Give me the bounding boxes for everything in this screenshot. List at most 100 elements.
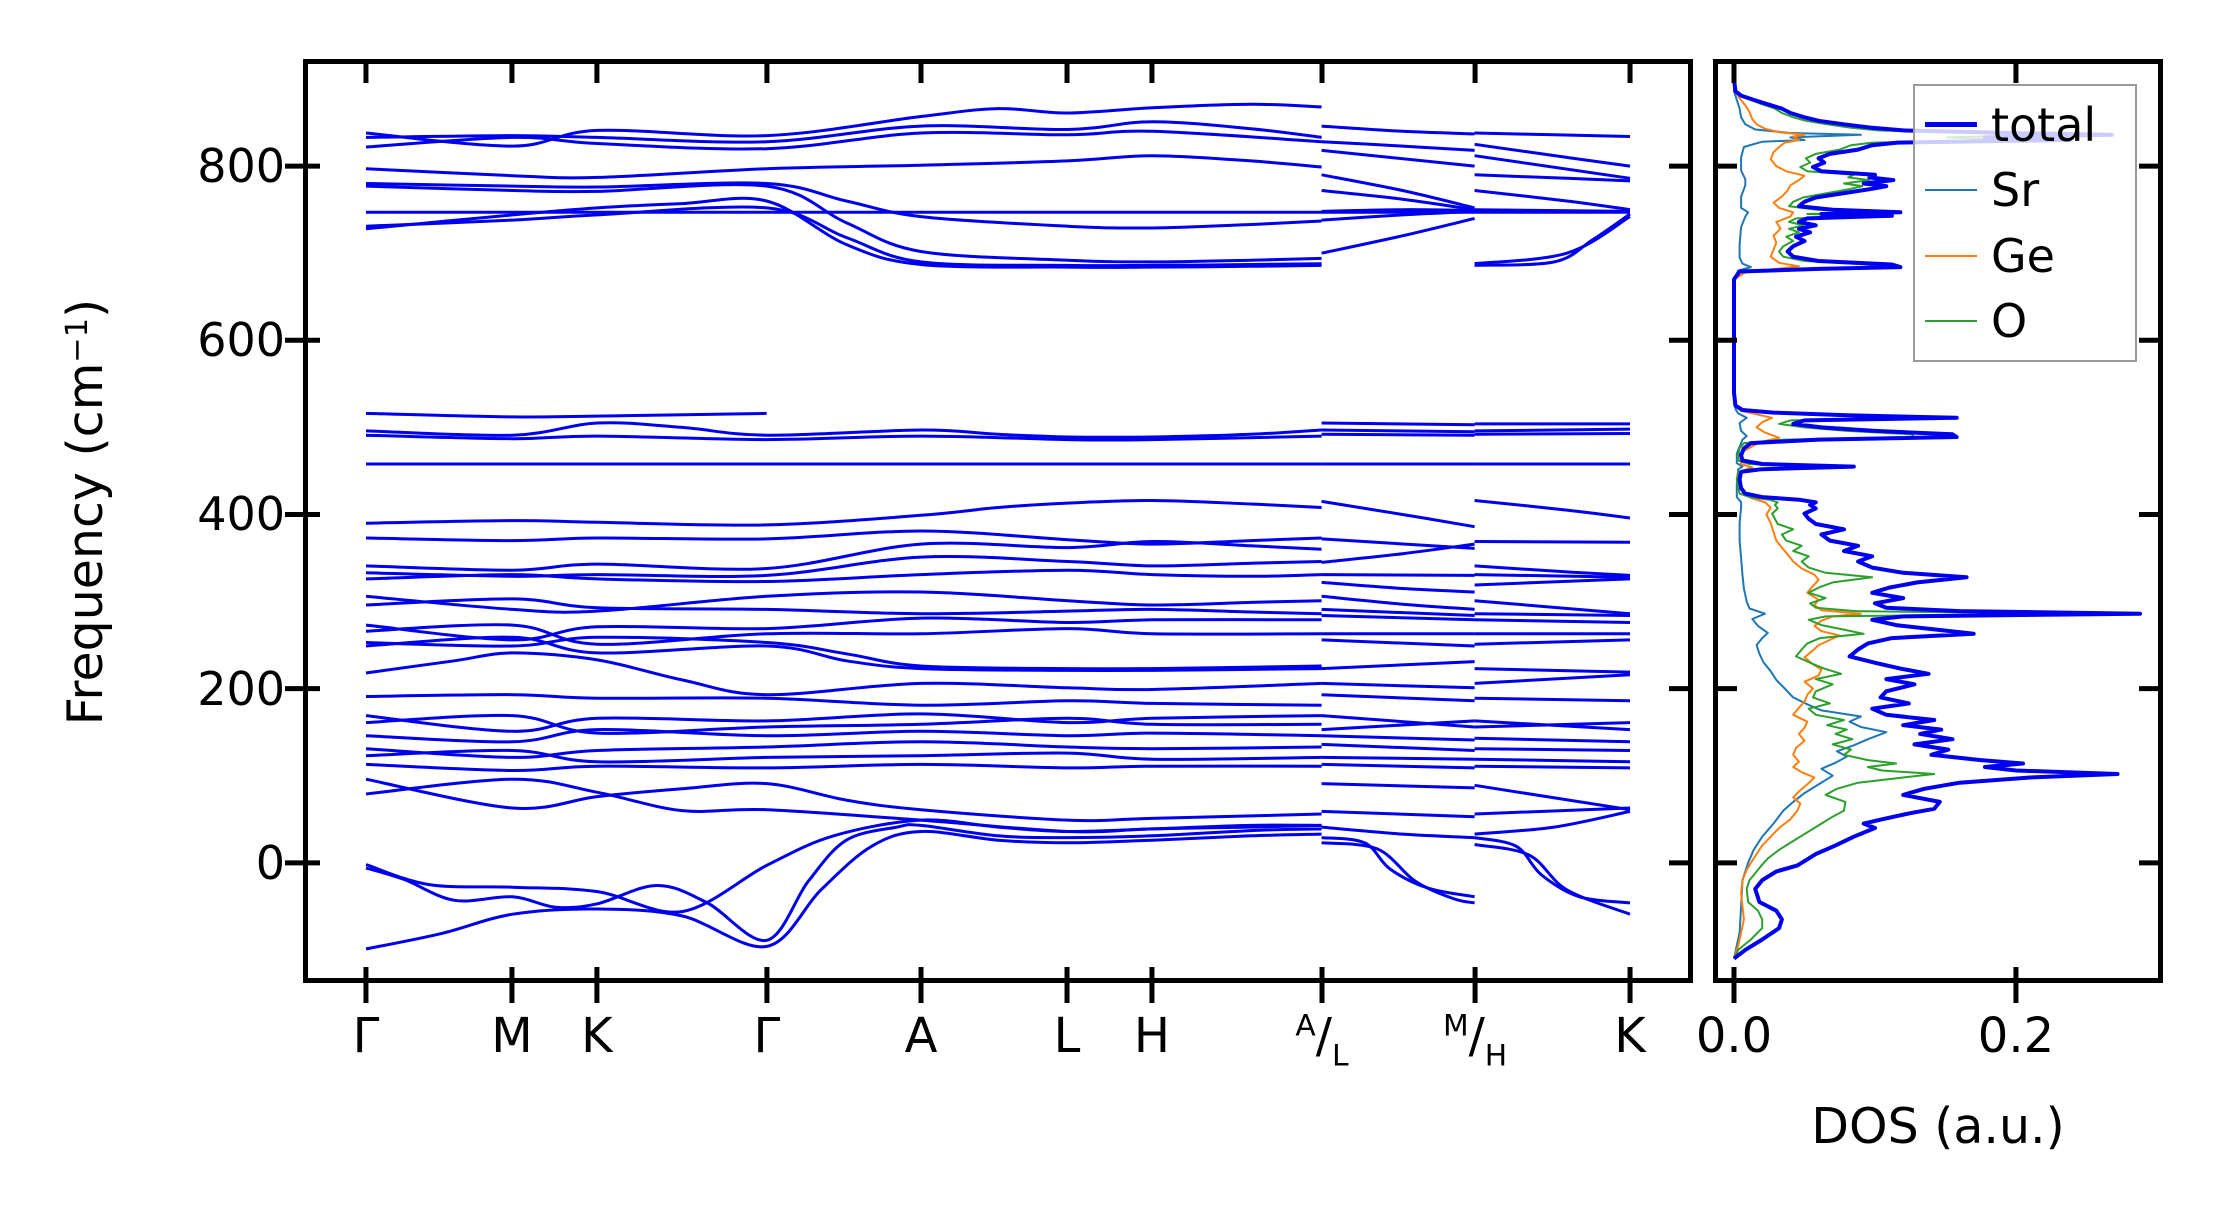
band-line [365,205,1322,268]
band-line [1474,154,1631,180]
k-point-label: L [1053,1008,1081,1064]
band-line [1321,782,1475,790]
band-line [365,818,1322,914]
band-line [365,433,1322,442]
band-line [365,102,1322,148]
legend-label-total: total [1991,97,2097,152]
legend-line-o [1925,320,1977,323]
band-line [1321,755,1475,761]
band-line [1321,189,1475,212]
band-line [1474,540,1631,544]
band-line [1474,843,1631,916]
band-line [1321,614,1475,622]
band-line [1321,573,1475,577]
k-point-label: A/L [1295,1008,1349,1074]
band-line [365,411,767,419]
band-line [1321,421,1475,427]
band-line [1474,573,1631,579]
band-line [365,748,1322,764]
band-line [365,196,1322,269]
dos-series-Sr [1733,79,1888,959]
band-line [365,183,1322,264]
band-panel-frame [303,59,1693,983]
band-line [365,154,1322,180]
y-axis-label: Frequency (cm−1) [48,52,114,972]
band-line [365,712,1322,733]
band-line [365,693,1322,707]
y-tick-label: 800 [197,139,285,194]
band-line [1474,747,1631,752]
legend-label-sr: Sr [1991,163,2040,218]
band-line [365,651,1322,697]
y-tick-label: 200 [197,661,285,716]
band-line [365,777,1322,823]
band-line [1321,432,1475,437]
band-line [365,635,1322,671]
band-line [1474,131,1631,138]
band-line [1474,757,1631,764]
band-line [1474,215,1631,266]
legend-line-sr [1925,189,1977,192]
band-line [1321,734,1475,742]
band-line [1474,212,1631,267]
dos-series-total [1732,78,2142,961]
band-line [365,713,1322,735]
band-line [1321,140,1475,152]
legend-row-total: total [1925,102,2125,148]
band-line [1474,142,1631,168]
band-line [1474,809,1631,836]
k-point-label: M [491,1008,533,1064]
band-line [1321,638,1475,648]
band-line [365,635,1322,673]
legend-line-total [1925,122,1977,128]
band-line [1321,742,1475,752]
band-line [1321,580,1475,594]
band-line [365,762,1322,773]
band-line [1474,696,1631,703]
band-line [365,539,1322,572]
band-line [1321,607,1475,617]
band-line [365,181,1322,230]
band-line [1321,216,1475,255]
band-line [365,623,1322,646]
legend-row-sr: Sr [1925,167,2125,213]
k-point-label: Γ [352,1008,380,1064]
dos-x-tick-label: 0.2 [1977,1008,2055,1064]
band-line [1474,667,1631,674]
y-axis-label-superscript: −1 [60,317,95,363]
dos-x-axis-label: DOS (a.u.) [1811,1098,2065,1155]
band-line [1474,432,1631,436]
dos-series-O [1733,78,2067,960]
band-line [1321,836,1475,899]
k-point-label: K [1614,1008,1646,1064]
k-point-label: H [1133,1008,1170,1064]
legend-row-ge: Ge [1925,233,2125,279]
band-line [1474,638,1631,646]
band-line [1474,783,1631,812]
band-line [1321,124,1475,136]
band-line [1474,599,1631,616]
legend-label-ge: Ge [1991,228,2055,283]
band-line [1321,148,1475,168]
band-line [365,823,1322,942]
band-line [1321,693,1475,703]
band-line [1474,499,1631,520]
dos-panel [1713,59,2163,1003]
band-line [365,727,1322,744]
band-line [1321,719,1475,732]
band-line [1321,809,1475,819]
dos-panel-frame [1713,59,2163,983]
band-line [1321,173,1475,210]
band-line [1474,806,1631,816]
band-line [1474,618,1631,624]
band-line [1321,542,1475,564]
band-line [1321,660,1475,671]
band-line [1474,189,1631,212]
band-line [365,421,1322,439]
band-line [1321,762,1475,770]
band-line [1474,564,1631,577]
k-point-label: M/H [1442,1008,1508,1074]
band-line [1474,173,1631,183]
band-line [365,568,1322,584]
